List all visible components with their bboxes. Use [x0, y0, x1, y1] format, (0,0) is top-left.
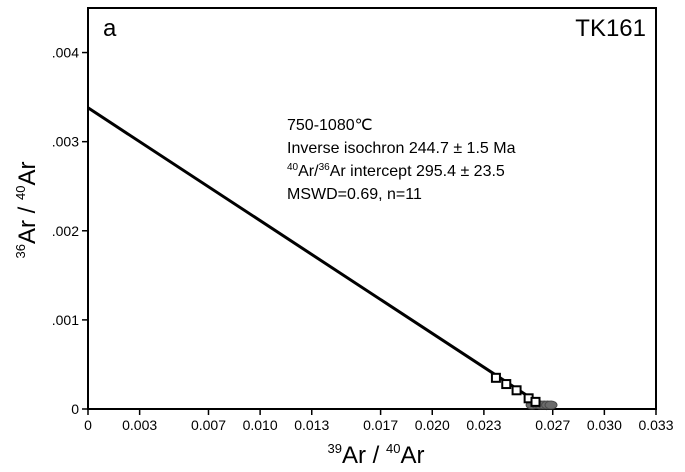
- x-axis-ticks: 0 0.003 0.007 0.010 0.013 0.017 0.020 0.023 0.02…: [84, 409, 674, 433]
- annotation-temperature: 750-1080℃: [287, 117, 373, 134]
- y-axis-ticks: 0 .001 .002 .003 .004: [52, 45, 88, 417]
- open-square-point: [530, 396, 541, 407]
- x-tick-label: 0.020: [415, 417, 450, 433]
- x-tick-label: 0.013: [294, 417, 329, 433]
- plot-frame: [87, 7, 657, 410]
- x-tick-label: 0.023: [466, 417, 501, 433]
- annotation-mswd: MSWD=0.69, n=11: [287, 186, 422, 203]
- open-square-point: [501, 379, 512, 390]
- open-square-point: [490, 372, 501, 383]
- x-axis-title: 39Ar / 40Ar: [328, 441, 425, 469]
- x-tick-label: 0.003: [122, 417, 157, 433]
- y-axis-title: 36Ar / 40Ar: [13, 162, 41, 259]
- filled-data-point: [544, 400, 558, 410]
- y-tick-label: .002: [52, 223, 79, 239]
- x-tick-label: 0.027: [535, 417, 570, 433]
- y-tick-label: .003: [52, 134, 79, 150]
- x-tick-label: 0: [84, 417, 92, 433]
- open-square-point: [511, 385, 522, 396]
- y-tick-label: .001: [52, 312, 79, 328]
- y-tick-label: .004: [52, 45, 79, 61]
- annotation-intercept: 40Ar/36Ar intercept 295.4 ± 23.5: [287, 162, 505, 180]
- panel-label: a: [103, 15, 117, 42]
- isochron-line: [87, 106, 549, 411]
- annotation-age: Inverse isochron 244.7 ± 1.5 Ma: [287, 140, 516, 157]
- x-tick-label: 0.010: [243, 417, 278, 433]
- x-tick-label: 0.017: [363, 417, 398, 433]
- x-tick-label: 0.007: [191, 417, 226, 433]
- x-tick-label: 0.033: [638, 417, 673, 433]
- x-tick-label: 0.030: [587, 417, 622, 433]
- sample-label: TK161: [575, 15, 646, 42]
- y-tick-label: 0: [71, 401, 79, 417]
- open-square-points-series: [490, 372, 541, 407]
